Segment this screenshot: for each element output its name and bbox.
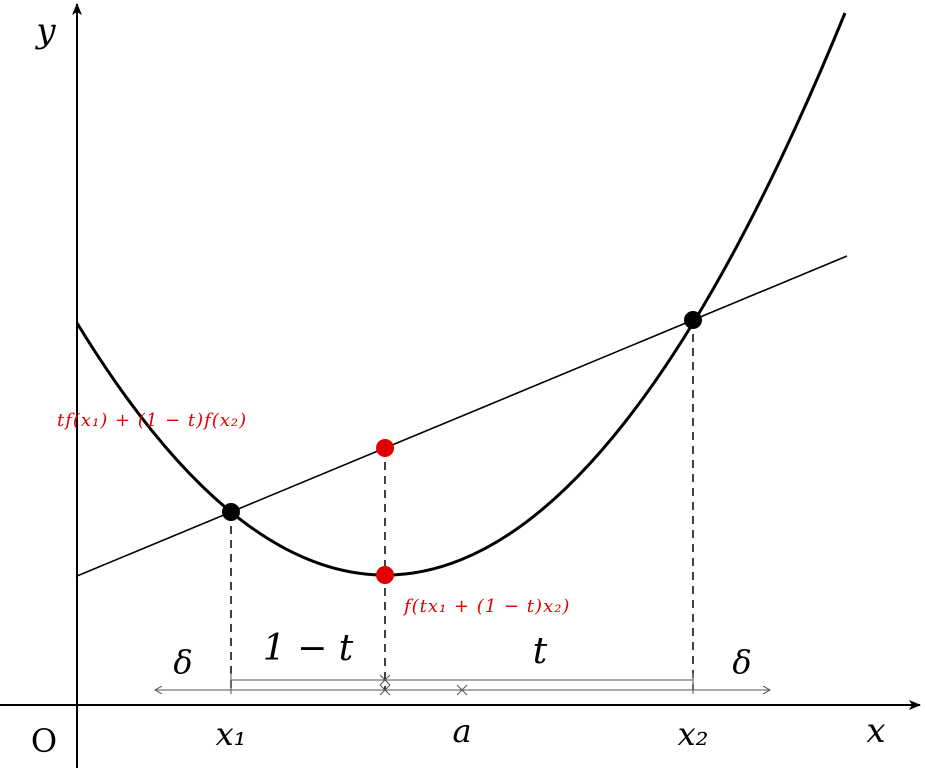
curve-annotation: f(tx₁ + (1 − t)x₂) [402, 596, 570, 617]
interval-label: t [533, 631, 548, 672]
point-chord [376, 439, 394, 457]
x-axis-label: x [866, 711, 885, 751]
chord-annotation: tf(x₁) + (1 − t)f(x₂) [57, 410, 247, 431]
interval-label: δ [732, 643, 751, 681]
chord-line [76, 255, 848, 577]
tick-label: x₁ [216, 715, 247, 753]
origin-label: O [31, 722, 57, 760]
y-axis-label: y [34, 11, 56, 51]
tick-label: x₂ [678, 715, 709, 753]
point-curve [376, 566, 394, 584]
dashed-guides [230, 320, 694, 690]
point-x1 [222, 503, 240, 521]
point-x2 [684, 311, 702, 329]
interval-label: δ [173, 643, 192, 681]
interval-ticks [230, 673, 694, 696]
parabola [75, 12, 847, 577]
tick-label: a [452, 712, 471, 750]
interval-label: 1 − t [263, 628, 354, 669]
